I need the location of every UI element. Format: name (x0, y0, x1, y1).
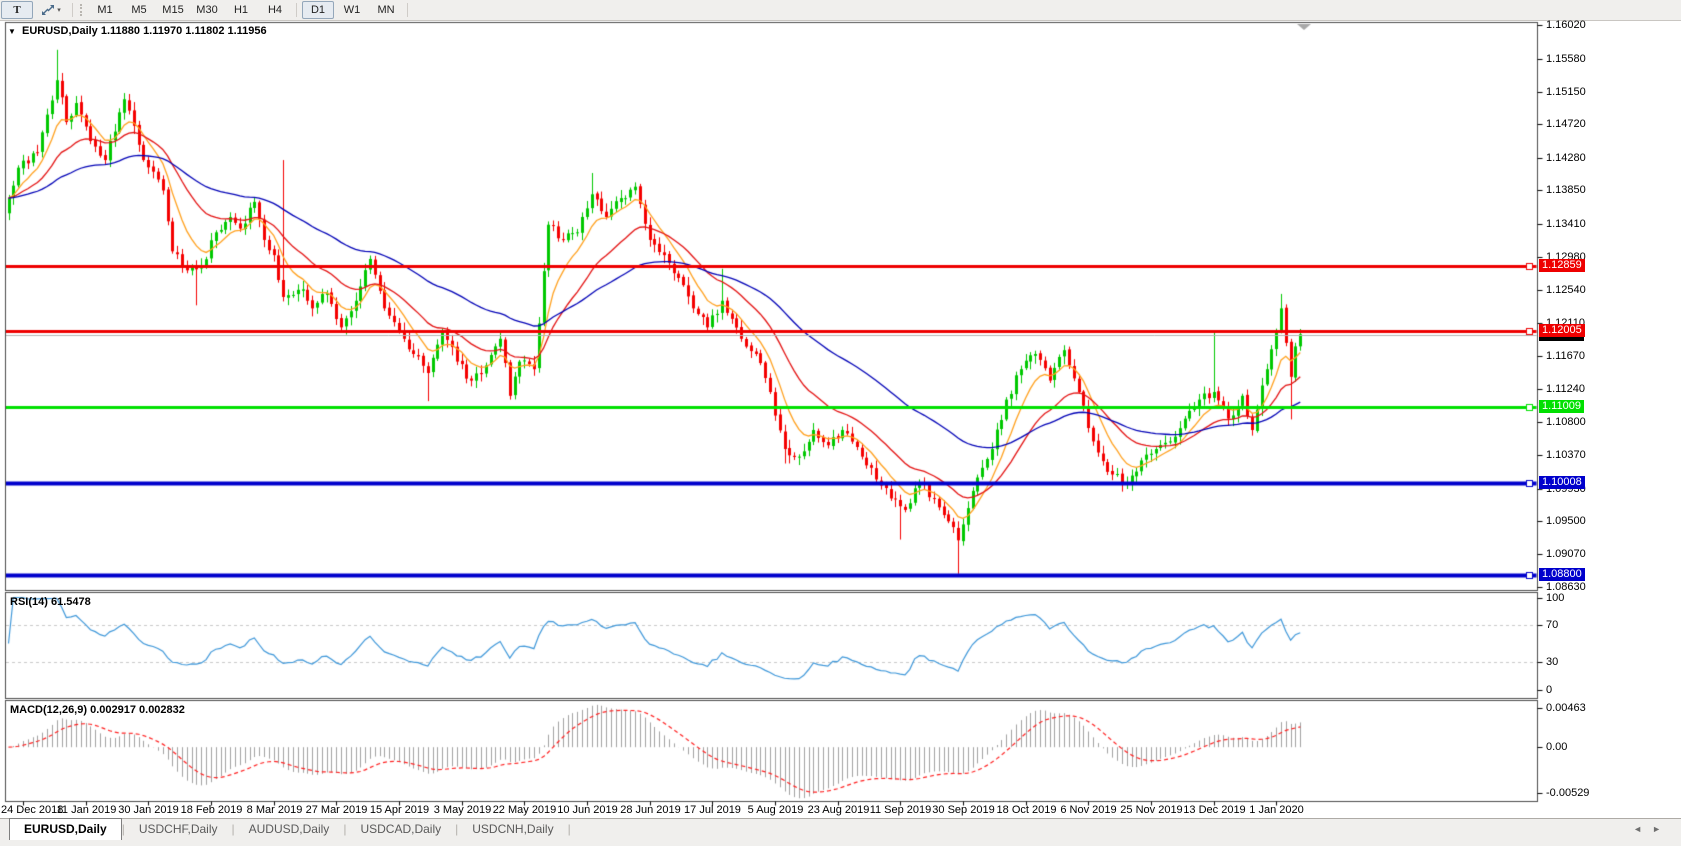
y-axis-label: 1.12540 (1546, 283, 1586, 296)
x-axis-date-label: 18 Feb 2019 (180, 804, 243, 816)
x-axis-date-label: 28 Jun 2019 (620, 804, 681, 816)
tab-separator: | (121, 822, 125, 836)
y-axis-label: 1.13850 (1546, 183, 1586, 196)
y-axis-label: 1.09070 (1546, 547, 1586, 560)
chart-tab-eurusd[interactable]: EURUSD,Daily (9, 818, 122, 840)
toolbar-grip (80, 4, 85, 16)
tab-scroll-left-icon[interactable]: ◄ (1633, 824, 1653, 834)
chart-collapse-icon: ▼ (8, 27, 16, 36)
y-axis-label: 1.10800 (1546, 415, 1586, 428)
hline-price-label: 1.08800 (1539, 568, 1585, 581)
macd-scale-label: -0.00529 (1546, 786, 1590, 799)
chart-tab-usdchf[interactable]: USDCHF,Daily (138, 822, 218, 836)
timeframe-button-m5[interactable]: M5 (131, 4, 147, 16)
timeframe-button-m1[interactable]: M1 (97, 4, 113, 16)
y-axis-label: 1.08630 (1546, 580, 1586, 593)
macd-scale-label: 0.00463 (1546, 701, 1586, 714)
toolbar-separator (72, 3, 73, 17)
chart-tab-bar: EURUSD,Daily | USDCHF,Daily | AUDUSD,Daily | U… (0, 818, 1681, 846)
y-axis-label: 1.11240 (1546, 382, 1585, 395)
rsi-scale-label: 100 (1546, 591, 1565, 604)
x-axis-date-label: 5 Aug 2019 (747, 804, 804, 816)
y-axis-label: 1.09500 (1546, 514, 1586, 527)
y-axis-label: 1.11670 (1546, 349, 1585, 362)
rsi-scale-label: 70 (1546, 618, 1559, 631)
timeframe-button-mn[interactable]: MN (377, 4, 395, 16)
hline-price-label: 1.12005 (1539, 324, 1585, 337)
y-axis-label: 1.14720 (1546, 117, 1586, 130)
chevron-down-icon: ▾ (57, 7, 61, 14)
crosshair-arrows-button[interactable]: ▾ (35, 1, 67, 19)
x-axis-date-label: 11 Sep 2019 (869, 804, 932, 816)
timeframe-button-w1[interactable]: W1 (343, 4, 361, 16)
x-axis-date-label: 24 Dec 2018 (1, 804, 64, 816)
y-axis-label: 1.15150 (1546, 85, 1586, 98)
text-tool-button[interactable]: T (1, 1, 33, 19)
tab-scroll-arrows[interactable]: ◄► (1633, 824, 1671, 834)
x-axis-date-label: 30 Jan 2019 (118, 804, 179, 816)
macd-scale-label: 0.00 (1546, 740, 1568, 753)
x-axis-date-label: 1 Jan 2020 (1249, 804, 1304, 816)
tab-scroll-right-icon[interactable]: ► (1652, 824, 1671, 834)
tab-separator: | (455, 822, 459, 836)
timeframe-button-h1[interactable]: H1 (233, 4, 249, 16)
x-axis-date-label: 27 Mar 2019 (305, 804, 368, 816)
chart-tab-usdcad[interactable]: USDCAD,Daily (360, 822, 442, 836)
y-axis-label: 1.14280 (1546, 151, 1586, 164)
timeframe-button-m30[interactable]: M30 (196, 4, 218, 16)
timeframe-button-m15[interactable]: M15 (162, 4, 184, 16)
crosshair-arrows-icon (42, 5, 55, 15)
x-axis-date-label: 17 Jul 2019 (684, 804, 741, 816)
toolbar: T ▾ M1 M5 M15 M30 H1 H4 D1 W1 MN (0, 0, 1681, 21)
x-axis-date-label: 22 May 2019 (492, 804, 557, 816)
hline-price-label: 1.12859 (1539, 259, 1585, 272)
toolbar-separator (407, 3, 408, 17)
y-axis-label: 1.15580 (1546, 52, 1586, 65)
chart-tab-audusd[interactable]: AUDUSD,Daily (248, 822, 330, 836)
tab-separator: | (343, 822, 347, 836)
x-axis-date-label: 23 Aug 2019 (807, 804, 870, 816)
timeframe-button-h4[interactable]: H4 (267, 4, 283, 16)
hline-price-label: 1.10008 (1539, 476, 1585, 489)
toolbar-separator (296, 3, 297, 17)
chart-tab-usdcnh[interactable]: USDCNH,Daily (472, 822, 554, 836)
x-axis-date-label: 18 Oct 2019 (996, 804, 1057, 816)
x-axis-date-label: 11 Jan 2019 (56, 804, 117, 816)
rsi-scale-label: 30 (1546, 655, 1559, 668)
y-axis-label: 1.16020 (1546, 18, 1586, 31)
x-axis-date-label: 30 Sep 2019 (932, 804, 995, 816)
timeframe-button-group: M1 M5 M15 M30 H1 H4 D1 W1 MN (88, 1, 403, 19)
rsi-scale-label: 0 (1546, 683, 1553, 696)
tab-separator: | (567, 822, 571, 836)
x-axis-date-label: 6 Nov 2019 (1060, 804, 1117, 816)
x-axis-date-label: 8 Mar 2019 (246, 804, 303, 816)
y-axis-label: 1.10370 (1546, 448, 1586, 461)
x-axis-date-label: 10 Jun 2019 (557, 804, 618, 816)
x-axis-date-label: 13 Dec 2019 (1183, 804, 1246, 816)
chart-title: EURUSD,Daily 1.11880 1.11970 1.11802 1.1… (22, 25, 267, 37)
timeframe-button-d1[interactable]: D1 (302, 1, 334, 19)
tab-separator: | (231, 822, 235, 836)
x-axis-date-label: 15 Apr 2019 (369, 804, 430, 816)
y-axis-label: 1.13410 (1546, 217, 1586, 230)
x-axis-date-label: 25 Nov 2019 (1120, 804, 1183, 816)
x-axis-date-label: 3 May 2019 (433, 804, 492, 816)
macd-indicator-title: MACD(12,26,9) 0.002917 0.002832 (10, 704, 185, 716)
rsi-indicator-title: RSI(14) 61.5478 (10, 596, 91, 608)
hline-price-label: 1.11009 (1539, 400, 1584, 413)
